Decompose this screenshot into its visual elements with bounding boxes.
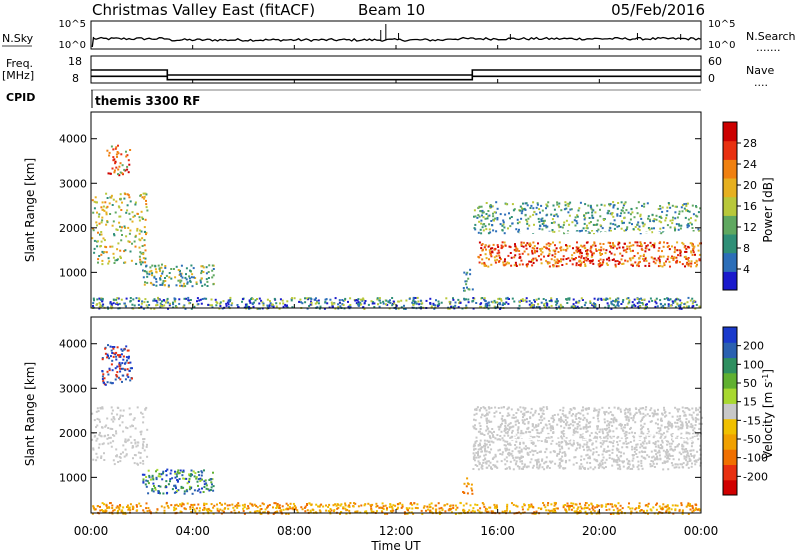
power-cbar-tick-label-6: 4 xyxy=(743,263,750,276)
range-tick-label-1: 2000 xyxy=(59,222,87,235)
power-cbar-swatch-2 xyxy=(723,234,737,253)
nsky-line xyxy=(92,37,701,47)
plot-title: Christmas Valley East (fitACF) xyxy=(92,1,315,19)
velocity-cbar-tick-label-2: 50 xyxy=(743,377,757,390)
cpid-label: CPID xyxy=(6,91,35,104)
velocity-cbar-tick-label-4: -15 xyxy=(743,414,761,427)
power-cbar-tick-label-4: 12 xyxy=(743,221,757,234)
time-tick-label-5: 20:00 xyxy=(582,524,617,538)
freq-trace xyxy=(91,70,701,80)
power-small-patch xyxy=(463,269,474,292)
velocity-near-patch xyxy=(142,469,215,495)
power-upper-band xyxy=(473,201,701,234)
velocity-cbar-swatch-10 xyxy=(723,327,737,343)
power-cbar-tick-label-3: 16 xyxy=(743,200,757,213)
power-cbar-label: Power [dB] xyxy=(761,177,775,242)
velocity-cbar-tick-label-7: -200 xyxy=(743,470,768,483)
power-cbar-swatch-6 xyxy=(723,159,737,178)
power-ylabel: Slant Range [km] xyxy=(23,158,37,262)
range-tick-label-3: 4000 xyxy=(59,133,87,146)
power-core-band xyxy=(477,241,702,267)
velocity-cbar-tick-label-3: 15 xyxy=(743,396,757,409)
nsky-tick-top: 10^5 xyxy=(59,19,86,30)
range-tick-label-0: 1000 xyxy=(59,471,87,484)
power-heatmap xyxy=(91,145,702,310)
time-tick-label-4: 16:00 xyxy=(480,524,515,538)
nave-tick-top: 60 xyxy=(708,55,722,68)
date-label: 05/Feb/2016 xyxy=(611,1,705,19)
velocity-cbar-swatch-0 xyxy=(723,480,737,496)
power-far-patch xyxy=(106,145,131,177)
power-cbar-swatch-7 xyxy=(723,141,737,160)
freq-strip: Freq. [MHz] 18 8 60 0 Nave .... xyxy=(2,55,774,89)
power-morning-band xyxy=(91,192,148,265)
power-cbar-tick-label-5: 8 xyxy=(743,242,750,255)
nsky-trace xyxy=(92,24,701,47)
nsky-frame xyxy=(91,21,701,49)
range-tick-label-3: 4000 xyxy=(59,338,87,351)
time-axis-label: Time UT xyxy=(370,539,421,553)
velocity-cbar-swatch-8 xyxy=(723,358,737,374)
power-cbar-swatch-0 xyxy=(723,271,737,290)
power-cbar-swatch-4 xyxy=(723,197,737,216)
velocity-cbar-swatch-9 xyxy=(723,342,737,358)
power-cbar-tick-label-0: 28 xyxy=(743,137,757,150)
beam-label: Beam 10 xyxy=(358,1,425,19)
velocity-afternoon-band xyxy=(472,406,703,470)
velocity-cbar-tick-label-0: 200 xyxy=(743,340,764,353)
power-cbar-swatch-1 xyxy=(723,253,737,272)
time-tick-label-2: 08:00 xyxy=(277,524,312,538)
time-tick-label-1: 04:00 xyxy=(175,524,210,538)
power-cbar-swatch-8 xyxy=(723,122,737,141)
freq-label-2: [MHz] xyxy=(2,69,34,82)
velocity-cbar-label: Velocity [m s-1] xyxy=(761,369,776,459)
velocity-cbar-swatch-6 xyxy=(723,388,737,404)
velocity-frame xyxy=(91,317,701,513)
power-cbar-tick-label-1: 24 xyxy=(743,158,757,171)
time-axis: 00:00 04:00 08:00 12:00 16:00 20:00 00:00 xyxy=(74,45,719,538)
nsearch-tick-top: 10^5 xyxy=(708,19,735,30)
velocity-cbar-tick-label-5: -50 xyxy=(743,433,761,446)
range-tick-label-1: 2000 xyxy=(59,427,87,440)
range-tick-label-0: 1000 xyxy=(59,266,87,279)
freq-tick-bottom: 8 xyxy=(72,72,79,85)
velocity-cbar-swatch-5 xyxy=(723,403,737,419)
time-tick-label-3: 12:00 xyxy=(379,524,414,538)
nave-tick-bottom: 0 xyxy=(708,72,715,85)
nave-dots: .... xyxy=(754,76,768,89)
power-cbar-tick-label-2: 20 xyxy=(743,179,757,192)
velocity-cbar-swatch-7 xyxy=(723,373,737,389)
power-cbar-swatch-3 xyxy=(723,215,737,234)
velocity-cbar-swatch-1 xyxy=(723,465,737,481)
range-tick-label-2: 3000 xyxy=(59,382,87,395)
nsearch-dots: ....... xyxy=(756,41,780,54)
time-tick-label-6: 00:00 xyxy=(684,524,719,538)
power-near-patch xyxy=(142,264,215,288)
velocity-cbar-swatch-2 xyxy=(723,449,737,465)
velocity-cbar-swatch-4 xyxy=(723,419,737,435)
time-tick-label-0: 00:00 xyxy=(74,524,109,538)
velocity-morning-band xyxy=(91,406,148,466)
velocity-small-patch xyxy=(462,477,473,494)
nsearch-tick-bottom: 10^0 xyxy=(708,40,735,51)
power-cbar-swatch-5 xyxy=(723,178,737,197)
nsky-label: N.Sky xyxy=(2,32,34,45)
nsky-tick-bottom: 10^0 xyxy=(59,40,86,51)
velocity-far-patch xyxy=(101,344,133,386)
freq-line xyxy=(91,70,701,75)
range-tick-label-2: 3000 xyxy=(59,177,87,190)
freq-tick-top: 18 xyxy=(68,55,82,68)
power-panel: 1000 2000 3000 4000 Slant Range [km] 28 24 20… xyxy=(23,112,775,310)
cpid-strip: CPID themis 3300 RF xyxy=(6,90,701,108)
velocity-heatmap xyxy=(91,344,703,515)
cpid-program: themis 3300 RF xyxy=(95,94,200,108)
velocity-ylabel: Slant Range [km] xyxy=(23,362,37,466)
noise-strip: N.Sky 10^5 10^0 10^5 10^0 N.Search .....… xyxy=(2,19,796,54)
power-colorbar: 28 24 20 16 12 8 4 xyxy=(723,122,757,291)
velocity-cbar-swatch-3 xyxy=(723,434,737,450)
